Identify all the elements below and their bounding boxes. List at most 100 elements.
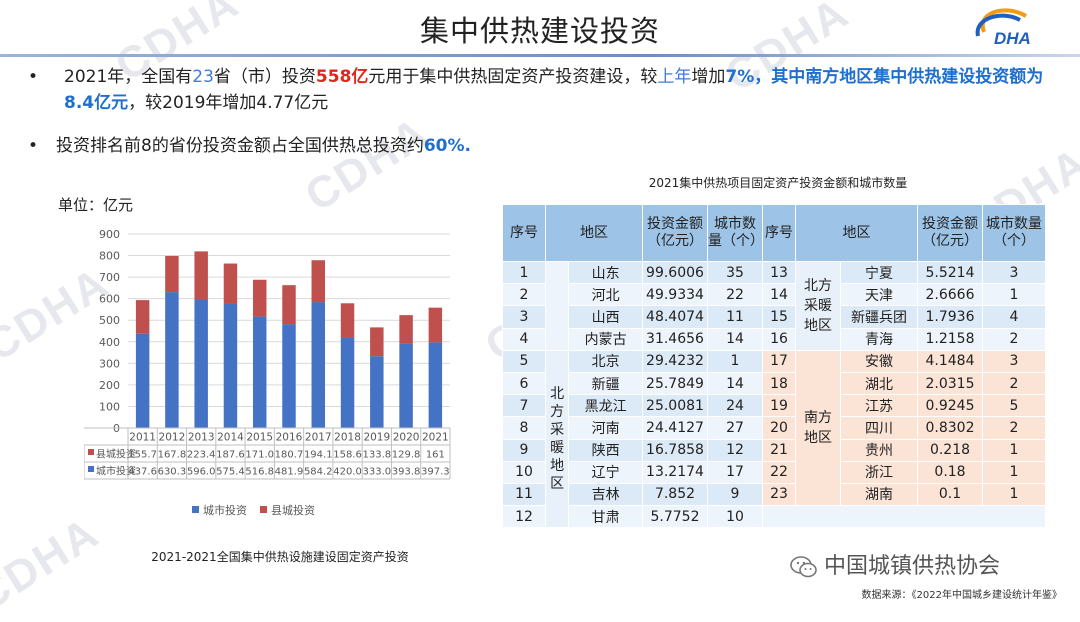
cell-city-count: 1 [982,438,1046,462]
cell-province: 贵州 [840,438,918,462]
bullet-1: • 2021年，全国有23省（市）投资558亿元用于集中供热固定资产投资建设，较… [28,64,1058,113]
table-row: 11 吉林 7.852 9 23 湖南 0.1 1 [502,482,1046,507]
cell-rank: 2 [502,283,546,307]
y-tick-label: 800 [99,250,120,263]
bar-城市投资 [311,302,326,428]
cell-rank: 12 [502,505,546,529]
data-label: 516.8 [245,467,274,478]
cell-investment: 5.7752 [642,505,708,529]
bar-县城投资 [165,255,179,293]
region-label-north: 北方 采暖 地区 [795,261,841,351]
cell-city-count: 3 [982,349,1046,373]
region-label-south: 南方 地区 [795,349,841,507]
cell-investment: 1.2158 [917,327,983,351]
y-tick-label: 600 [99,293,120,306]
bar-县城投资 [311,260,326,303]
cell-province: 河北 [568,283,643,307]
x-tick-label: 2018 [334,432,361,444]
legend-label: 城市投资 [203,503,247,517]
cell-rank: 5 [502,349,546,373]
bullet-text: 元用于集中供热固定资产投资建设，较 [368,67,658,87]
bar-城市投资 [252,316,267,428]
cell-city-count: 3 [982,260,1046,285]
cell-city-count: 14 [707,327,763,351]
x-tick-label: 2011 [129,432,156,444]
data-label: 393.8 [392,467,421,478]
cell-province: 湖北 [840,371,918,396]
header-cell: 城市数量（个） [707,204,764,262]
cell-investment: 7.852 [642,482,708,507]
cell-province: 湖南 [840,482,918,507]
cell-city-count: 1 [982,482,1046,507]
cell-investment: 0.1 [917,482,983,507]
cell-city-count: 1 [982,460,1046,484]
bar-县城投资 [252,279,267,317]
x-tick-label: 2014 [217,432,244,444]
cell-investment: 25.0081 [642,394,708,418]
header-cell: 投资金额（亿元） [642,204,708,262]
cell-province: 辽宁 [568,460,643,484]
x-tick-label: 2021 [422,432,449,444]
cell-rank: 7 [502,394,546,418]
cell-city-count: 11 [707,305,763,329]
table-caption: 2021集中供热项目固定资产投资金额和城市数量 [648,176,908,190]
data-label: 630.3 [158,467,187,478]
table-row: 8 河南 24.4127 27 20 四川 0.8302 2 [502,416,1046,440]
cell-province: 江苏 [840,394,918,418]
cell-city-count: 24 [707,394,763,418]
cell-rank: 11 [502,482,546,507]
cell-rank: 14 [762,283,796,307]
bar-城市投资 [399,343,413,428]
cell-city-count: 2 [982,327,1046,351]
cell-rank: 4 [502,327,546,351]
x-tick-label: 2017 [305,432,332,444]
data-label: 397.3 [421,467,450,478]
cell-province: 陕西 [568,438,643,462]
data-label: 584.2 [304,467,333,478]
cell-investment: 0.8302 [917,416,983,440]
cell-investment: 4.1484 [917,349,983,373]
table-row: 12 甘肃 5.7752 10 [502,505,1046,529]
cell-investment: 2.6666 [917,283,983,307]
bullet-text: ，较2019年增加4.77亿元 [128,93,329,113]
table-row: 4 内蒙古 31.4656 14 16 青海 1.2158 2 [502,327,1046,351]
cell-province: 宁夏 [840,260,918,285]
watermark: CDHA [0,508,108,622]
bullet-2-text: 投资排名前8的省份投资金额占全国供热总投资约60%. [56,133,471,159]
watermark: CDHA [297,108,438,222]
data-label: 575.4 [216,467,245,478]
cell-province: 甘肃 [568,505,643,529]
bullet-text: 南方地区集中供热建设投资额为8.4亿元 [64,67,1044,113]
bar-县城投资 [194,251,208,300]
table-row: 1 山东 99.6006 35 13 北方 采暖 地区 宁夏 5.5214 3 [502,260,1046,351]
bar-城市投资 [223,303,238,428]
y-tick-label: 100 [99,400,120,413]
cell-city-count: 1 [982,283,1046,307]
x-tick-label: 2019 [363,432,390,444]
cell-investment: 0.18 [917,460,983,484]
investment-table: 序号 地区 投资金额（亿元） 城市数量（个） 序号 地区 投资金额（亿元） 城市… [502,204,1046,529]
cell-investment: 25.7849 [642,371,708,396]
cell-investment: 5.5214 [917,260,983,285]
cell-city-count: 1 [707,349,763,373]
header-cell: 序号 [502,204,546,262]
wechat-account: 中国城镇供热协会 [790,548,1000,580]
bar-城市投资 [194,299,208,428]
cell-rank: 3 [502,305,546,329]
cell-province: 青海 [840,327,918,351]
slide-title: 集中供热建设投资 [419,14,660,48]
bullet-2: • 投资排名前8的省份投资金额占全国供热总投资约60%. [28,133,1058,159]
data-label: 481.9 [275,467,304,478]
svg-text:DHA: DHA [994,29,1031,48]
header-cell: 投资金额（亿元） [917,204,983,262]
bar-县城投资 [135,300,150,334]
bar-城市投资 [165,292,179,428]
wechat-account-name: 中国城镇供热协会 [824,554,1001,579]
bar-城市投资 [340,337,355,428]
table-row: 6 新疆 25.7849 14 18 湖北 2.0315 2 [502,371,1046,396]
region-label-north: 北 方 采 暖 地 区 [544,349,570,529]
bar-县城投资 [282,285,296,325]
cell-rank: 13 [762,260,796,285]
cell-province: 安徽 [840,349,918,373]
bullet-text: 上年 [657,67,692,87]
